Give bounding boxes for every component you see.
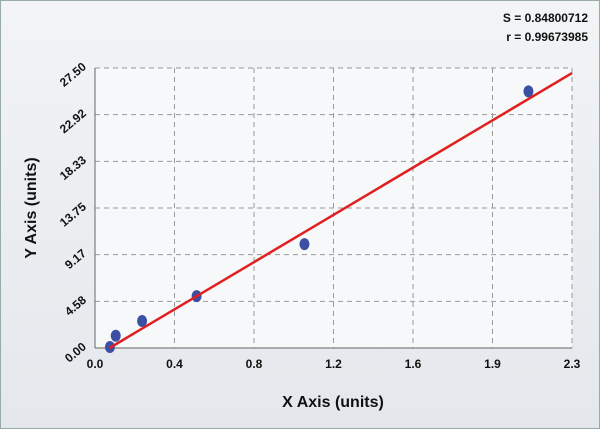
- x-tick-label: 1.2: [325, 357, 342, 371]
- x-tick-label: 0.8: [246, 357, 263, 371]
- point: [110, 329, 121, 342]
- point: [523, 85, 534, 98]
- fit-line: [108, 72, 573, 350]
- x-tick-label: 0.0: [87, 357, 104, 371]
- y-axis-title: Y Axis (units): [23, 157, 40, 258]
- annotation: r = 0.99673985: [506, 30, 588, 44]
- x-tick-label: 0.4: [166, 357, 183, 371]
- point: [137, 315, 148, 328]
- annotation: S = 0.84800712: [503, 11, 588, 25]
- x-tick-label: 1.9: [484, 357, 501, 371]
- x-tick-label: 2.3: [564, 357, 581, 371]
- point: [299, 238, 310, 251]
- x-axis-title: X Axis (units): [282, 394, 384, 411]
- x-tick-label: 1.6: [405, 357, 422, 371]
